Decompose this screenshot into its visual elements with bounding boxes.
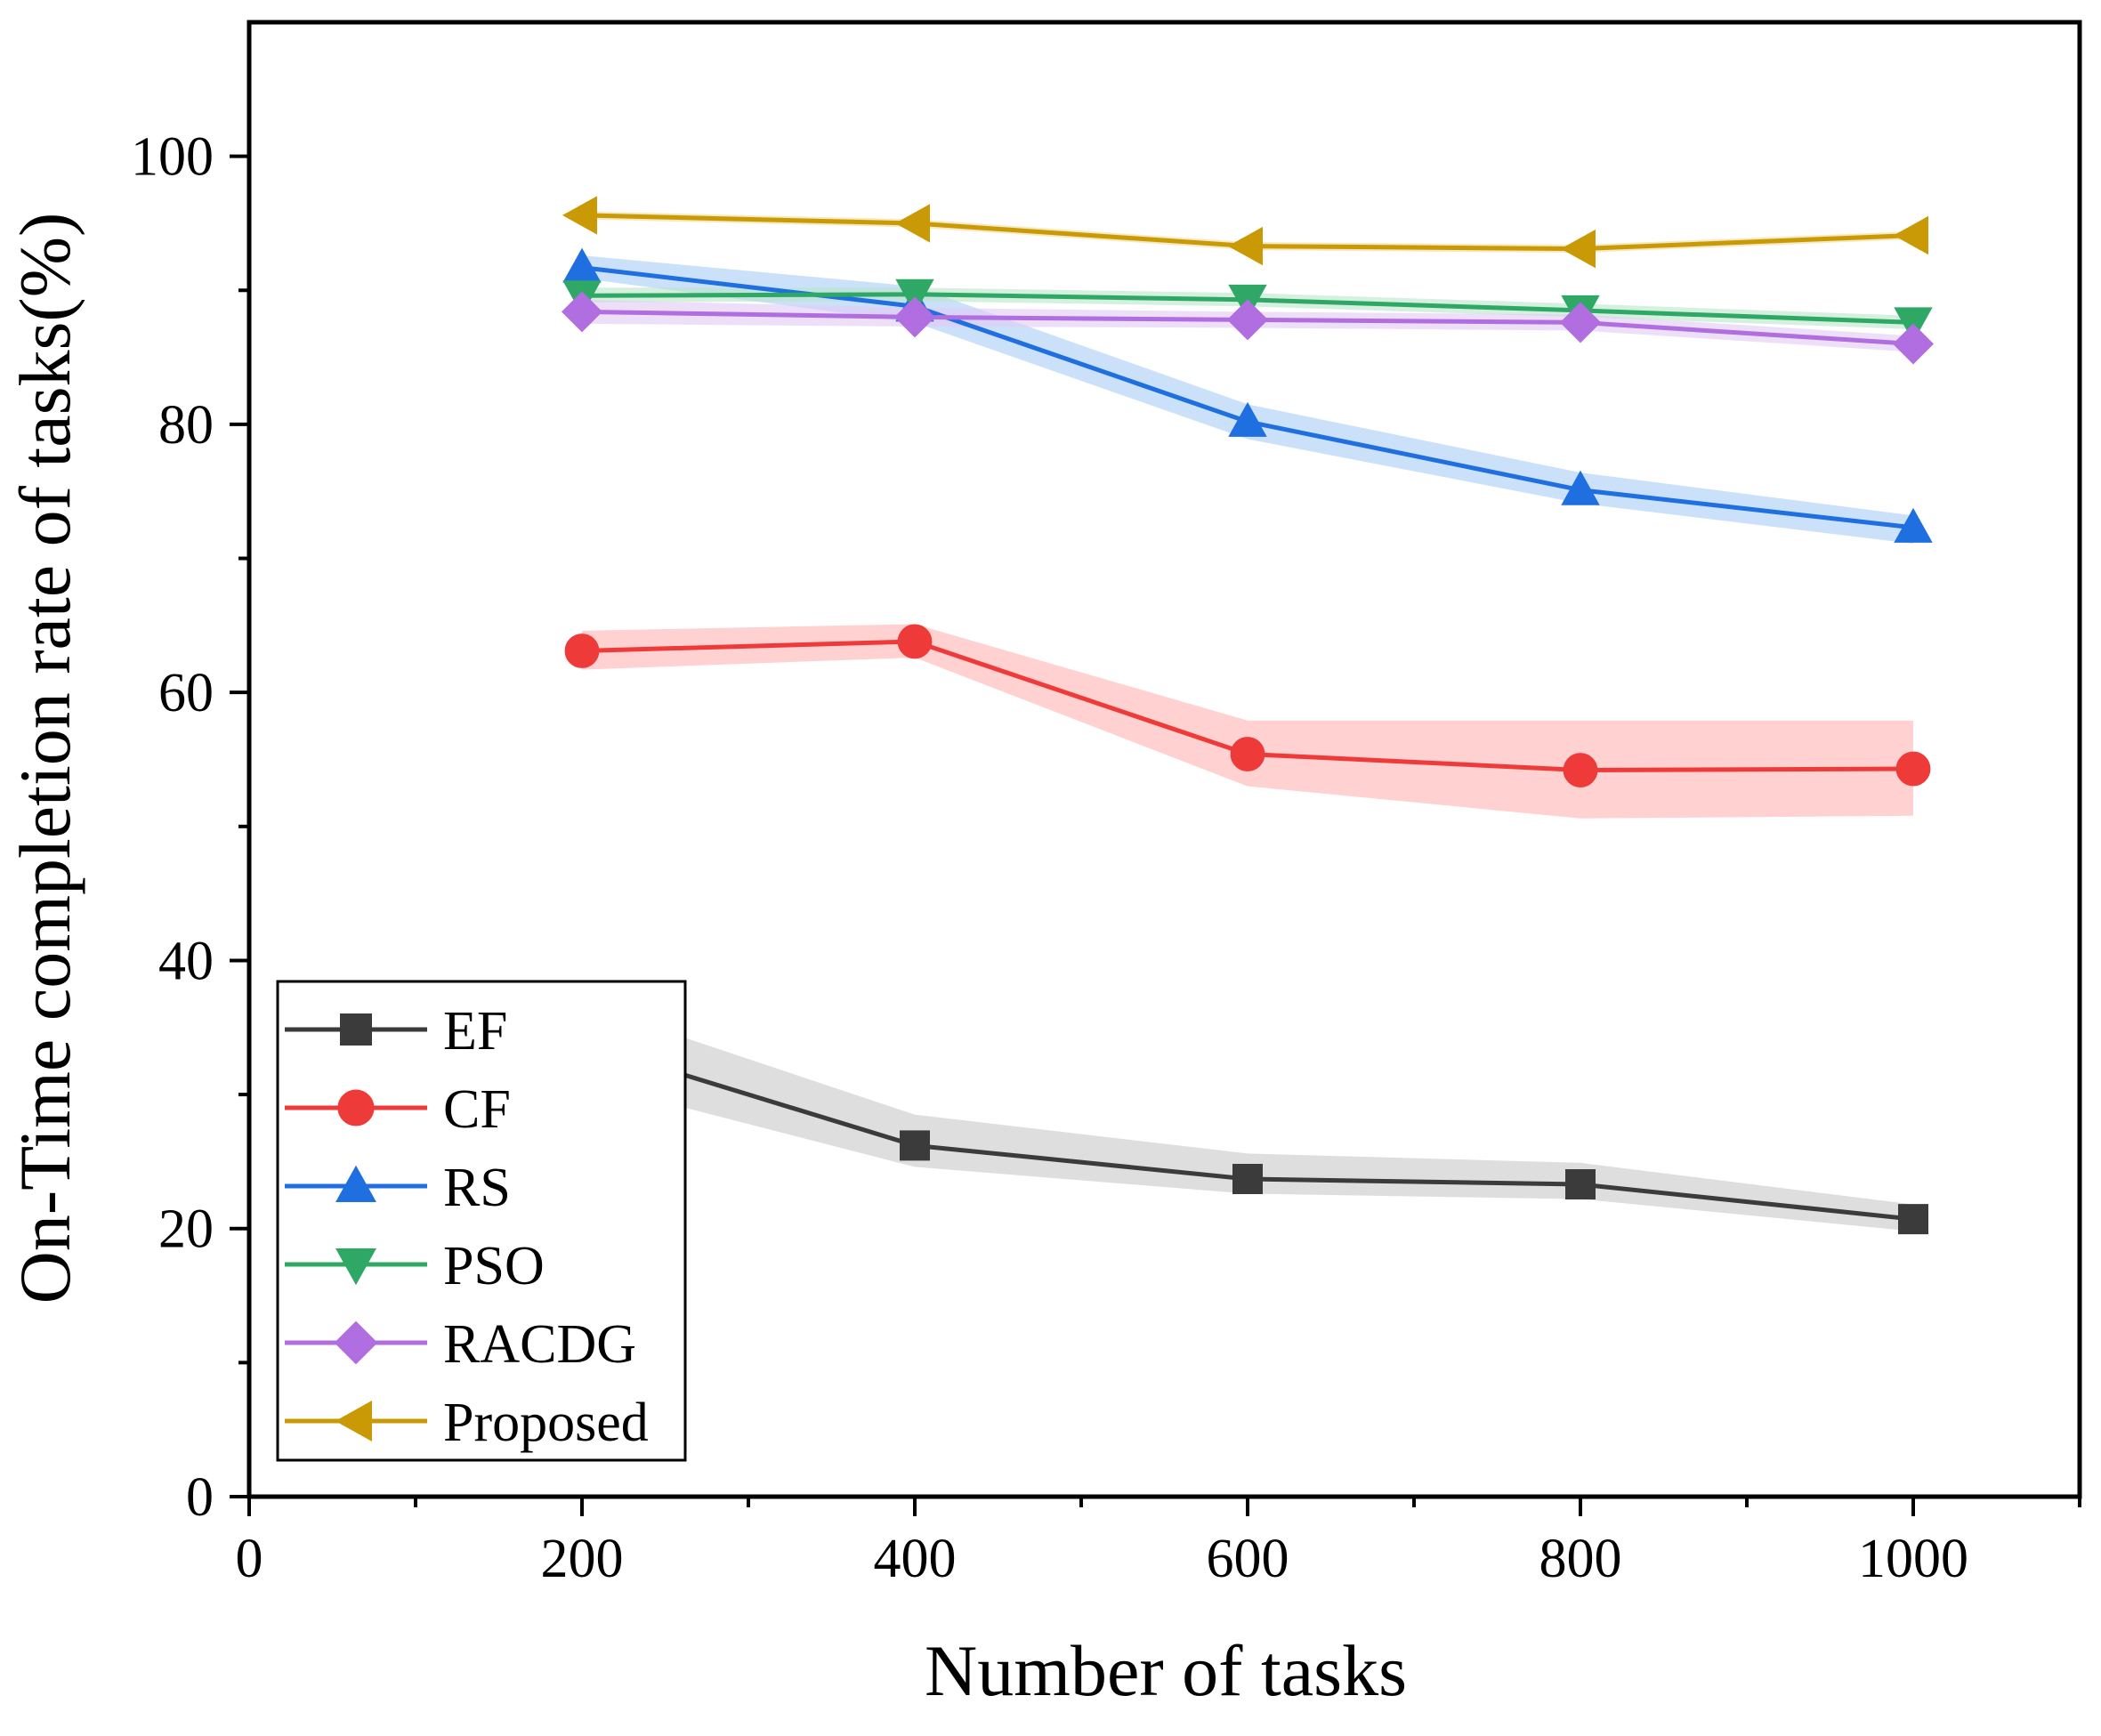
point-ef-400 [900, 1130, 930, 1161]
x-tick-label: 400 [874, 1529, 957, 1589]
point-racdg-400 [893, 296, 936, 338]
legend-label-cf: CF [443, 1079, 511, 1140]
point-proposed-400 [894, 204, 930, 243]
x-tick-label: 1000 [1858, 1529, 1968, 1589]
y-tick-label: 40 [158, 931, 214, 991]
point-cf-800 [1563, 753, 1598, 787]
point-ef-600 [1232, 1163, 1263, 1194]
point-cf-600 [1230, 737, 1265, 771]
point-rs-600 [1228, 401, 1267, 437]
legend-marker-pso [335, 1248, 376, 1286]
point-ef-1000 [1898, 1204, 1928, 1235]
legend-label-ef: EF [443, 1001, 507, 1062]
plot-border [246, 20, 2082, 1499]
point-rs-800 [1561, 470, 1600, 505]
legend-label-pso: PSO [443, 1236, 545, 1296]
band-cf [582, 624, 1913, 819]
point-cf-200 [564, 634, 600, 668]
x-tick-label: 0 [236, 1529, 263, 1589]
point-racdg-200 [561, 291, 603, 333]
x-tick-label: 800 [1539, 1529, 1622, 1589]
point-ef-800 [1565, 1169, 1596, 1200]
legend-marker-ef [340, 1013, 372, 1046]
x-tick-label: 600 [1207, 1529, 1289, 1589]
point-racdg-1000 [1892, 323, 1935, 365]
point-racdg-800 [1559, 302, 1602, 343]
legend-marker-proposed [335, 1401, 372, 1441]
legend-box [276, 980, 687, 1462]
y-tick-label: 20 [158, 1199, 214, 1260]
point-pso-400 [895, 279, 934, 314]
plot-frame [246, 20, 2082, 1499]
x-tick-label: 200 [541, 1529, 624, 1589]
point-proposed-600 [1227, 226, 1263, 266]
y-tick-label: 60 [158, 663, 214, 723]
legend-label-racdg: RACDG [443, 1314, 636, 1375]
legend-marker-rs [335, 1165, 376, 1202]
legend-marker-racdg [334, 1320, 378, 1365]
x-axis-label: Number of tasks [925, 1630, 1407, 1711]
point-proposed-800 [1560, 229, 1596, 269]
y-tick-label: 100 [131, 127, 214, 188]
series-markers [561, 196, 1935, 1235]
y-tick-label: 80 [158, 395, 214, 456]
point-cf-1000 [1895, 751, 1931, 787]
confidence-bands [582, 211, 1913, 1231]
series-lines [581, 213, 1914, 1222]
legend-marker-cf [337, 1089, 375, 1126]
axes: 0 200 400 600 800 1000 0 20 40 60 80 100 [131, 127, 2081, 1589]
point-proposed-200 [562, 196, 597, 235]
y-tick-label: 0 [186, 1467, 214, 1528]
legend: EF CF RS PSO RACDG Proposed [276, 980, 687, 1462]
point-rs-1000 [1894, 507, 1933, 543]
point-proposed-1000 [1893, 215, 1928, 255]
point-racdg-600 [1226, 299, 1269, 341]
legend-label-rs: RS [443, 1158, 511, 1218]
legend-label-proposed: Proposed [443, 1393, 649, 1453]
y-axis-label: On-Time completion rate of tasks(%) [4, 213, 85, 1304]
point-cf-400 [897, 624, 933, 659]
